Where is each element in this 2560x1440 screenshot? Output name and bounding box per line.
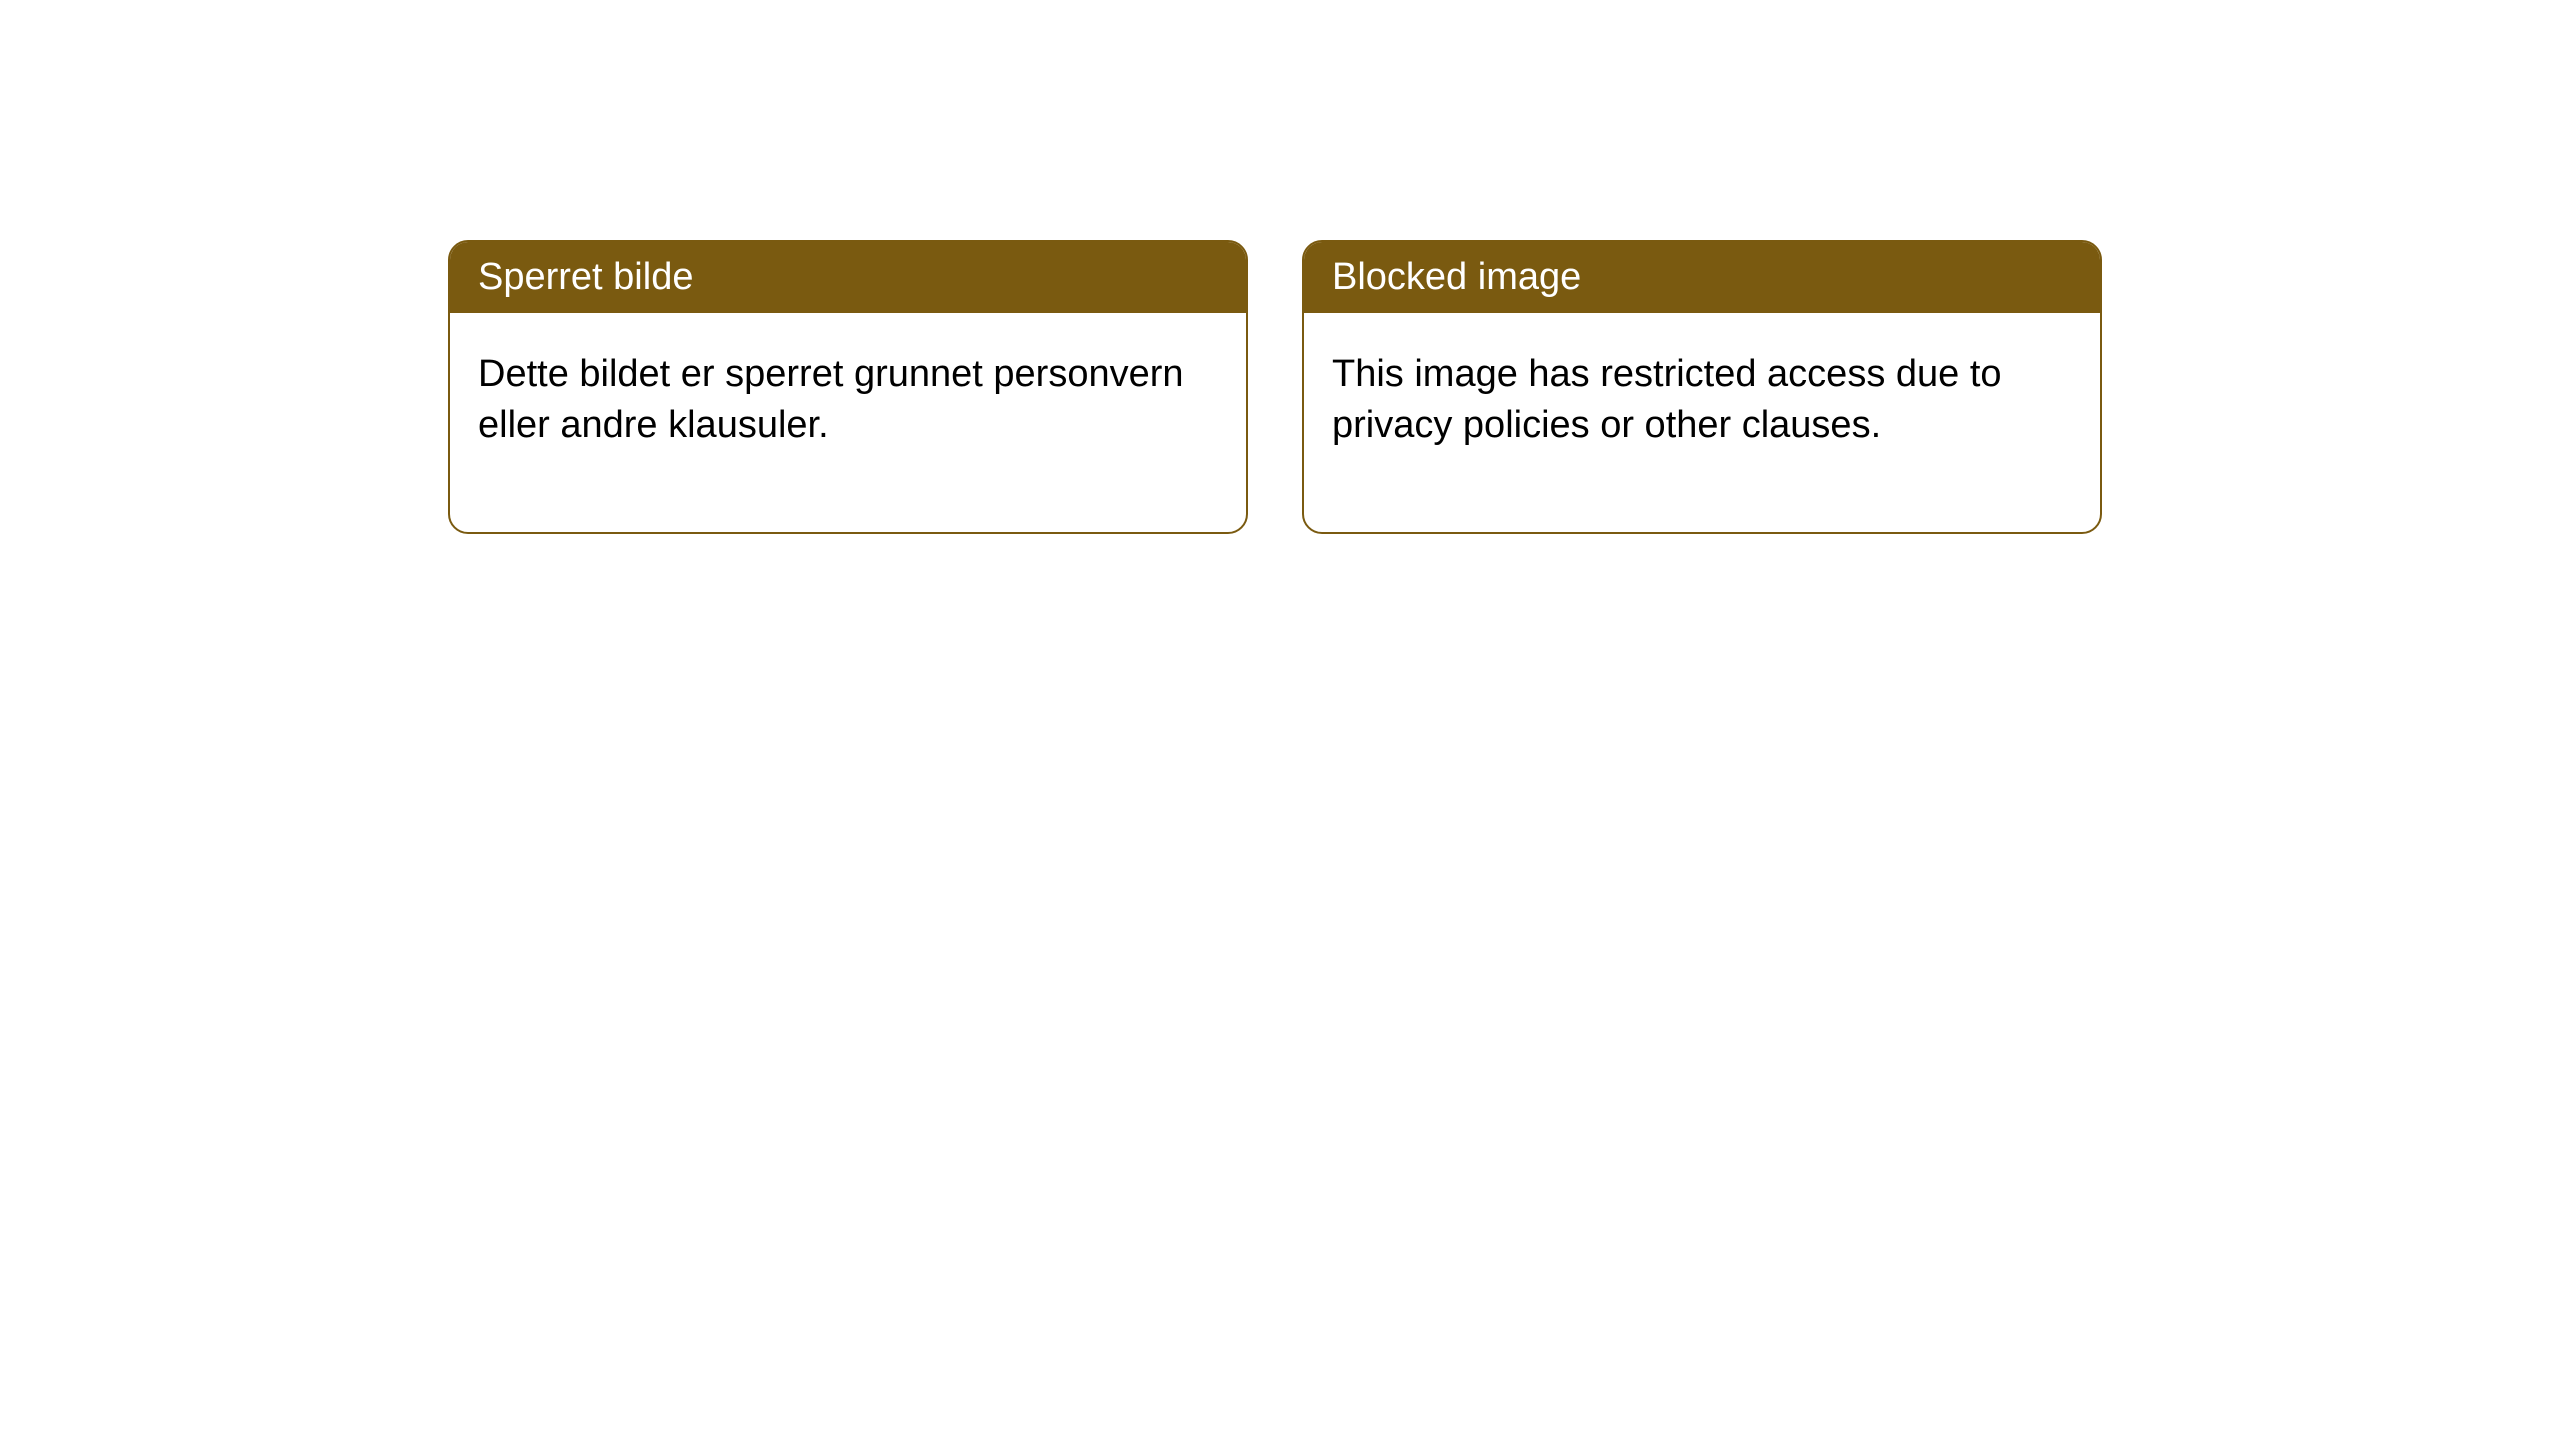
notice-card-norwegian: Sperret bilde Dette bildet er sperret gr… [448, 240, 1248, 534]
card-body: Dette bildet er sperret grunnet personve… [450, 313, 1246, 532]
card-header: Sperret bilde [450, 242, 1246, 313]
card-body-text: Dette bildet er sperret grunnet personve… [478, 353, 1184, 446]
card-title: Sperret bilde [478, 256, 693, 298]
card-title: Blocked image [1332, 256, 1581, 298]
notice-container: Sperret bilde Dette bildet er sperret gr… [0, 0, 2560, 534]
card-body: This image has restricted access due to … [1304, 313, 2100, 532]
notice-card-english: Blocked image This image has restricted … [1302, 240, 2102, 534]
card-header: Blocked image [1304, 242, 2100, 313]
card-body-text: This image has restricted access due to … [1332, 353, 2002, 446]
